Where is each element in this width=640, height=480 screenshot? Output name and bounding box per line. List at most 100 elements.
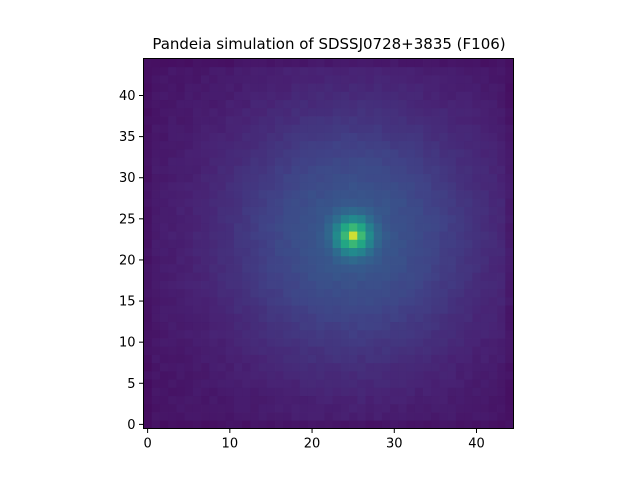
heatmap-cell: [307, 91, 317, 101]
heatmap-cell: [242, 231, 251, 240]
heatmap-cell: [209, 58, 218, 68]
heatmap-cell: [143, 412, 153, 421]
heatmap-cell: [349, 354, 358, 364]
heatmap-cell: [168, 116, 177, 125]
heatmap-cell: [381, 255, 391, 265]
heatmap-cell: [332, 239, 342, 249]
heatmap-cell: [439, 140, 449, 150]
heatmap-cell: [184, 190, 194, 199]
heatmap-cell: [423, 280, 432, 290]
x-tick-label: 20: [304, 437, 321, 452]
heatmap-cell: [455, 354, 465, 364]
heatmap-cell: [266, 116, 276, 125]
heatmap-cell: [464, 321, 473, 331]
heatmap-cell: [250, 190, 260, 199]
heatmap-cell: [480, 412, 490, 421]
heatmap-cell: [472, 305, 482, 314]
heatmap-cell: [431, 74, 440, 84]
heatmap-cell: [406, 140, 416, 150]
heatmap-cell: [242, 362, 251, 372]
heatmap-cell: [316, 116, 325, 125]
heatmap-cell: [505, 91, 514, 101]
heatmap-cell: [439, 354, 449, 364]
heatmap-cell: [316, 83, 325, 92]
heatmap-cell: [447, 412, 457, 421]
heatmap-cell: [480, 124, 490, 133]
heatmap-cell: [258, 280, 268, 290]
heatmap-cell: [406, 181, 416, 191]
heatmap-cell: [201, 403, 210, 413]
heatmap-cell: [439, 346, 449, 355]
heatmap-cell: [143, 58, 153, 68]
heatmap-cell: [316, 247, 325, 257]
y-tick-label: 15: [119, 295, 136, 310]
heatmap-cell: [447, 66, 457, 76]
heatmap-cell: [381, 305, 391, 314]
heatmap-cell: [349, 329, 358, 339]
heatmap-cell: [258, 214, 268, 224]
heatmap-cell: [217, 362, 227, 372]
heatmap-cell: [390, 338, 399, 347]
heatmap-cell: [497, 107, 506, 117]
heatmap-cell: [398, 420, 408, 429]
heatmap-cell: [217, 387, 227, 397]
heatmap-cell: [357, 264, 366, 273]
heatmap-cell: [250, 395, 260, 405]
heatmap-cell: [390, 198, 399, 207]
heatmap-cell: [340, 412, 350, 421]
heatmap-cell: [184, 370, 194, 380]
heatmap-cell: [505, 140, 514, 150]
heatmap-cell: [488, 255, 498, 265]
heatmap-cell: [439, 173, 449, 183]
heatmap-cell: [299, 420, 309, 429]
heatmap-cell: [316, 214, 325, 224]
heatmap-cell: [176, 66, 186, 76]
heatmap-cell: [439, 403, 449, 413]
heatmap-cell: [184, 395, 194, 405]
heatmap-cell: [242, 107, 251, 117]
heatmap-cell: [201, 107, 210, 117]
heatmap-cell: [168, 362, 177, 372]
heatmap-cell: [349, 83, 358, 92]
heatmap-cell: [201, 346, 210, 355]
heatmap-cell: [398, 403, 408, 413]
heatmap-cell: [242, 116, 251, 125]
heatmap-cell: [250, 157, 260, 166]
heatmap-cell: [250, 116, 260, 125]
heatmap-cell: [488, 354, 498, 364]
heatmap-cell: [266, 305, 276, 314]
heatmap-cell: [233, 288, 243, 298]
heatmap-cell: [201, 190, 210, 199]
heatmap-cell: [423, 231, 432, 240]
heatmap-cell: [192, 190, 202, 199]
heatmap-cell: [373, 74, 383, 84]
heatmap-cell: [201, 198, 210, 207]
heatmap-cell: [242, 305, 251, 314]
heatmap-cell: [464, 296, 473, 306]
heatmap-cell: [250, 173, 260, 183]
heatmap-cell: [414, 346, 424, 355]
heatmap-cell: [390, 165, 399, 175]
heatmap-cell: [497, 329, 506, 339]
heatmap-cell: [192, 140, 202, 150]
heatmap-cell: [431, 346, 440, 355]
heatmap-cell: [365, 66, 375, 76]
heatmap-cell: [488, 329, 498, 339]
heatmap-cell: [332, 296, 342, 306]
heatmap-cell: [332, 140, 342, 150]
heatmap-cell: [423, 165, 432, 175]
heatmap-cell: [151, 379, 161, 388]
heatmap-cell: [242, 338, 251, 347]
heatmap-cell: [373, 395, 383, 405]
heatmap-cell: [258, 239, 268, 249]
heatmap-cell: [275, 116, 284, 125]
heatmap-cell: [233, 346, 243, 355]
heatmap-cell: [464, 74, 473, 84]
heatmap-cell: [497, 288, 506, 298]
heatmap-cell: [373, 140, 383, 150]
heatmap-cell: [472, 116, 482, 125]
heatmap-cell: [209, 99, 218, 109]
heatmap-cell: [381, 362, 391, 372]
heatmap-cell: [176, 124, 186, 133]
heatmap-cell: [488, 395, 498, 405]
